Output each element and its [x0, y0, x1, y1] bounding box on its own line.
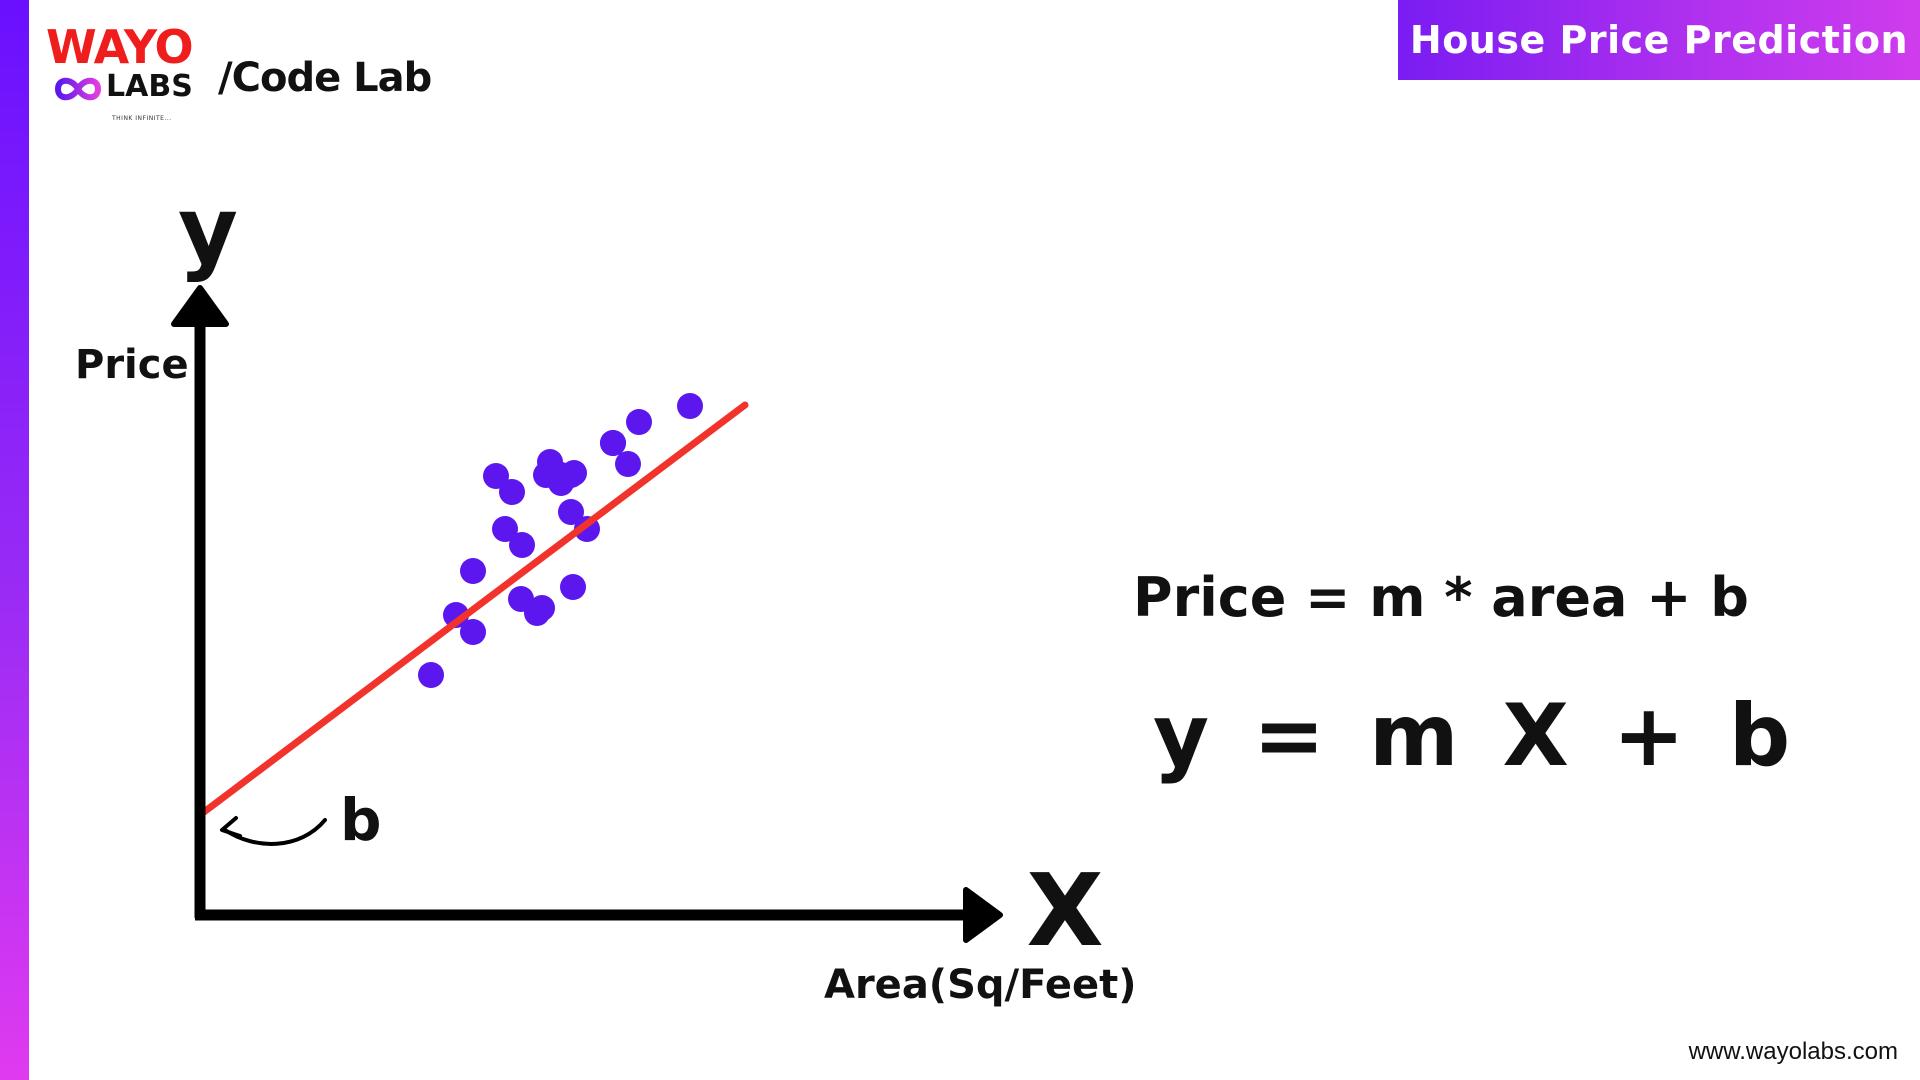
- data-point: [558, 499, 584, 525]
- data-point: [537, 449, 563, 475]
- logo-labs-text: LABS: [106, 69, 193, 104]
- y-axis-symbol: y: [178, 177, 238, 284]
- regression-line: [196, 401, 749, 819]
- intercept-pointer-arrow: [223, 818, 327, 846]
- data-point: [418, 662, 444, 688]
- data-point: [460, 619, 486, 645]
- footer-url: www.wayolabs.com: [1688, 1038, 1898, 1065]
- data-point: [626, 409, 652, 435]
- data-point: [509, 532, 535, 558]
- data-point: [560, 574, 586, 600]
- data-point: [499, 479, 525, 505]
- data-point: [529, 595, 555, 621]
- data-point: [677, 393, 703, 419]
- x-axis-label: Area(Sq/Feet): [824, 962, 1137, 1008]
- intercept-label: b: [340, 786, 382, 854]
- infinity-icon: [54, 77, 102, 101]
- equation-symbols: y = m X + b: [1153, 686, 1790, 786]
- data-point: [548, 470, 574, 496]
- data-point: [483, 463, 509, 489]
- y-axis-label: Price: [75, 342, 189, 388]
- logo-wayo-text: WAYO: [46, 20, 194, 74]
- scatter-points: [418, 393, 703, 688]
- x-axis-arrowhead: [963, 887, 1003, 943]
- data-point: [600, 430, 626, 456]
- wayo-labs-logo: WAYO LABS THINK INFINITE...: [46, 20, 216, 122]
- page-title: House Price Prediction: [1409, 18, 1909, 62]
- intercept-pointer-arrowhead: [220, 816, 242, 838]
- data-point: [615, 451, 641, 477]
- equation-words: Price = m * area + b: [1133, 566, 1749, 629]
- section-label: /Code Lab: [218, 55, 432, 101]
- side-accent-bar: [0, 0, 29, 1080]
- logo-tagline: THINK INFINITE...: [112, 115, 172, 122]
- y-axis-arrowhead: [171, 285, 229, 327]
- title-banner: House Price Prediction: [1398, 0, 1920, 80]
- x-axis-symbol: X: [1026, 852, 1103, 969]
- data-point: [460, 558, 486, 584]
- data-point: [492, 516, 518, 542]
